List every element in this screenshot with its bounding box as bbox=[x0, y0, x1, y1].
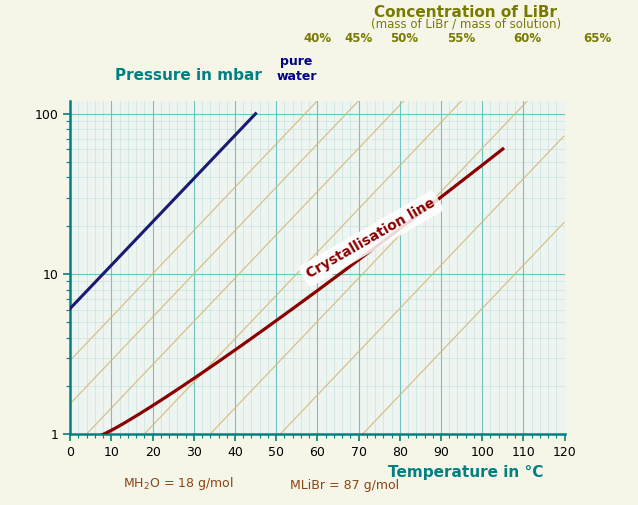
Text: 45%: 45% bbox=[345, 32, 373, 45]
Text: 50%: 50% bbox=[390, 32, 418, 45]
Text: 60%: 60% bbox=[513, 32, 541, 45]
Text: Crystallisation line: Crystallisation line bbox=[304, 196, 438, 281]
Text: MLiBr = 87 g/mol: MLiBr = 87 g/mol bbox=[290, 479, 399, 492]
Text: MH$_2$O = 18 g/mol: MH$_2$O = 18 g/mol bbox=[123, 475, 234, 492]
Text: (mass of LiBr / mass of solution): (mass of LiBr / mass of solution) bbox=[371, 18, 561, 31]
Text: Pressure in mbar: Pressure in mbar bbox=[115, 68, 262, 83]
Text: 55%: 55% bbox=[447, 32, 475, 45]
Text: pure
water: pure water bbox=[276, 56, 317, 83]
Text: 65%: 65% bbox=[583, 32, 611, 45]
Text: 40%: 40% bbox=[303, 32, 331, 45]
Text: Temperature in °C: Temperature in °C bbox=[388, 465, 544, 480]
Text: Concentration of LiBr: Concentration of LiBr bbox=[375, 5, 557, 20]
